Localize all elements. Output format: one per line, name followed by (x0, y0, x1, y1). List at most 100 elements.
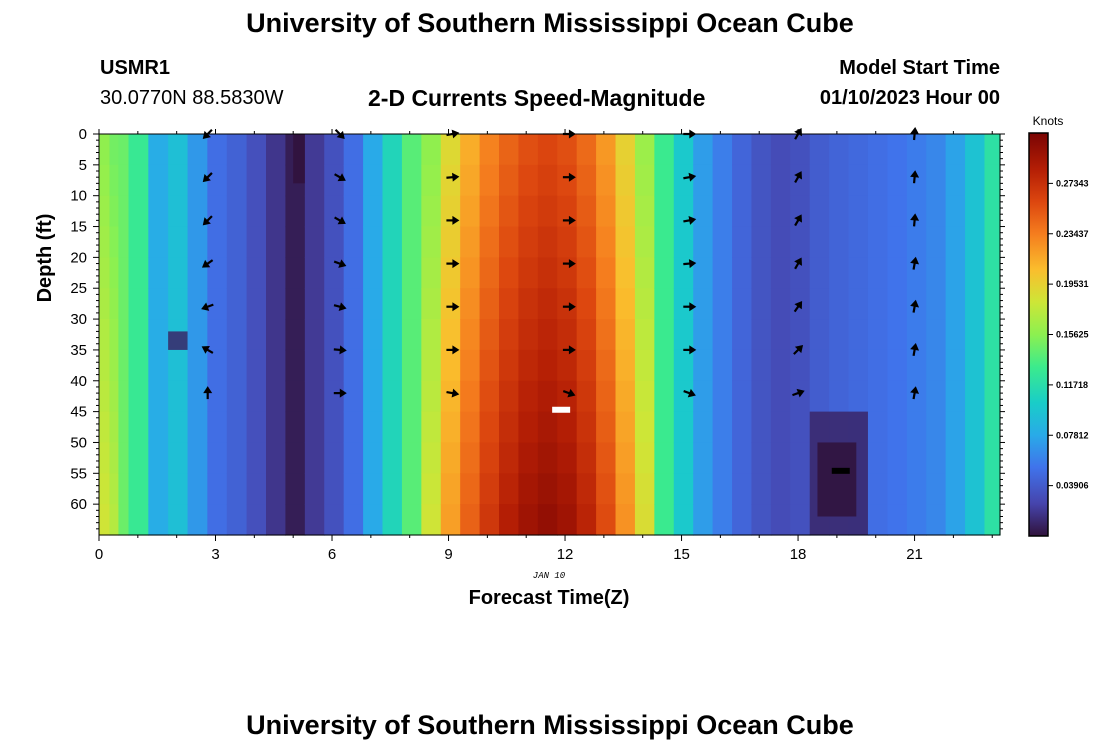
vector-head (688, 172, 697, 182)
heatmap-cell (363, 226, 384, 258)
heatmap-cell (207, 349, 228, 382)
heatmap-cell (965, 473, 986, 505)
heatmap-cell (673, 257, 694, 289)
heatmap-cell (440, 349, 461, 382)
heatmap-cell (984, 257, 1001, 289)
heatmap-cell (518, 257, 539, 289)
colorbar-tick-label: 0.07812 (1056, 430, 1089, 440)
heatmap-cell (537, 349, 558, 382)
heatmap-cell (285, 380, 306, 413)
heatmap-cell (557, 226, 578, 258)
heatmap-cell (479, 164, 500, 197)
heatmap-cell (751, 349, 772, 382)
heatmap-cell (479, 349, 500, 382)
heatmap-cell (460, 349, 481, 382)
heatmap-cell (128, 319, 149, 351)
current-vector (446, 345, 460, 355)
heatmap-cell (266, 442, 287, 474)
heatmap-cell (654, 288, 675, 320)
vector-head (451, 388, 460, 398)
heatmap-patch (168, 331, 188, 350)
heatmap-cell (965, 349, 986, 382)
heatmap-cell (557, 319, 578, 351)
heatmap-cell (440, 319, 461, 351)
heatmap-cell (557, 504, 578, 536)
heatmap-cell (673, 411, 694, 444)
heatmap-cell (790, 473, 811, 505)
heatmap-cell (576, 257, 597, 289)
heatmap-cell (596, 195, 617, 228)
vector-head (910, 170, 920, 178)
heatmap-cell (440, 442, 461, 474)
vector-head (568, 259, 576, 269)
heatmap-cell (118, 257, 130, 289)
heatmap-cell (984, 504, 1001, 536)
heatmap-cell (576, 164, 597, 197)
heatmap-cell (537, 226, 558, 258)
vector-head (687, 388, 696, 398)
heatmap-cell (751, 411, 772, 444)
heatmap-cell (732, 195, 753, 228)
heatmap-cell (285, 288, 306, 320)
heatmap-cell (266, 380, 287, 413)
heatmap-cell (537, 319, 558, 351)
colorbar-tick-label: 0.23437 (1056, 229, 1089, 239)
heatmap-cell (109, 442, 120, 474)
heatmap-cell (945, 380, 966, 413)
current-vector (562, 259, 576, 269)
heatmap-cell (615, 134, 636, 166)
heatmap-cell (887, 164, 908, 197)
heatmap-cell (324, 473, 345, 505)
heatmap-cell (673, 380, 694, 413)
heatmap-cell (518, 164, 539, 197)
heatmap-cell (168, 195, 189, 228)
heatmap-cell (518, 442, 539, 474)
heatmap-cell (421, 380, 442, 413)
heatmap-cell (732, 226, 753, 258)
heatmap-cell (984, 442, 1001, 474)
heatmap-cell (712, 195, 733, 228)
heatmap-cell (712, 442, 733, 474)
vector-head (203, 386, 213, 394)
heatmap-cell (187, 411, 208, 444)
colorbar-tick-label: 0.03906 (1056, 481, 1089, 491)
heatmap-cell (421, 442, 442, 474)
heatmap-cell (926, 195, 947, 228)
heatmap-cell (324, 411, 345, 444)
y-tick-label: 10 (70, 188, 87, 205)
heatmap-cell (187, 442, 208, 474)
heatmap-cell (128, 349, 149, 382)
heatmap-cell (304, 442, 325, 474)
heatmap-cell (926, 411, 947, 444)
heatmap-cell (401, 349, 422, 382)
heatmap-cell (479, 504, 500, 536)
heatmap-cell (790, 442, 811, 474)
heatmap-cell (615, 319, 636, 351)
heatmap-cell (187, 349, 208, 382)
heatmap-cell (615, 349, 636, 382)
vector-head (201, 302, 210, 311)
heatmap-cell (596, 319, 617, 351)
vector-head (202, 217, 211, 226)
heatmap-cell (770, 164, 791, 197)
heatmap-cell (207, 473, 228, 505)
vector-head (568, 215, 576, 225)
heatmap-cell (148, 288, 169, 320)
model-start-label: Model Start Time (839, 57, 1000, 79)
vector-head (568, 302, 576, 312)
heatmap-cell (906, 349, 927, 382)
heatmap-cell (285, 442, 306, 474)
heatmap-cell (304, 349, 325, 382)
heatmap-cell (440, 473, 461, 505)
heatmap-cell (246, 380, 267, 413)
current-vector (334, 173, 346, 182)
heatmap-cell (99, 504, 111, 536)
vector-head (568, 172, 576, 182)
heatmap-cell (790, 504, 811, 536)
heatmap-cell (926, 226, 947, 258)
heatmap-cell (634, 411, 655, 444)
heatmap-cell (207, 164, 228, 197)
heatmap-cell (460, 288, 481, 320)
heatmap-cell (809, 288, 830, 320)
heatmap-cell (479, 442, 500, 474)
